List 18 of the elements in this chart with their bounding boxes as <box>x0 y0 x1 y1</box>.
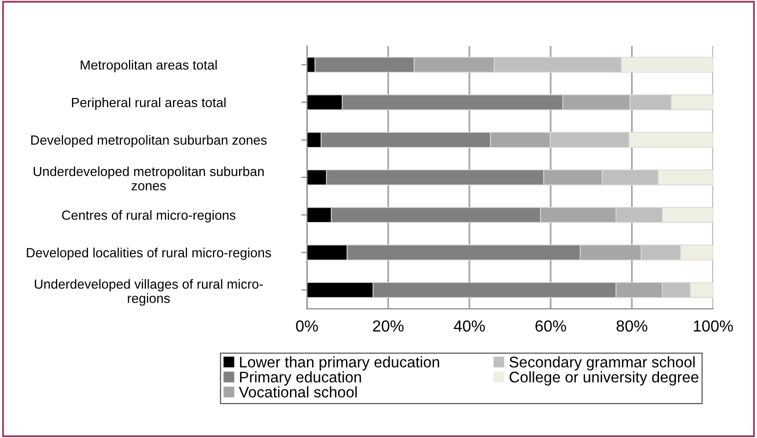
legend-label: Vocational school <box>238 386 357 398</box>
y-tick-label: Underdeveloped villages of rural micro- regions <box>34 279 263 306</box>
legend-label: Lower than primary education <box>240 356 440 371</box>
legend-label: Primary education <box>240 371 361 386</box>
y-tick-label: Developed metropolitan suburban zones <box>31 135 267 148</box>
y-tick-label: Centres of rural micro-regions <box>62 210 236 222</box>
y-tick-label: Metropolitan areas total <box>80 60 217 72</box>
y-tick-label: Underdeveloped metropolitan suburban zones <box>34 166 264 190</box>
legend-label: Secondary grammar school <box>510 356 695 371</box>
x-tick-label: 20% <box>373 320 404 332</box>
x-tick-label: 60% <box>535 320 566 332</box>
x-tick-label: 40% <box>454 320 485 332</box>
x-tick-label: 80% <box>616 320 648 332</box>
legend-label: College or university degree <box>510 371 698 386</box>
y-tick-label: Developed localities of rural micro-regions <box>26 248 271 260</box>
x-tick-label: 0% <box>296 320 318 332</box>
y-tick-label: Peripheral rural areas total <box>72 98 226 110</box>
x-tick-label: 100% <box>694 320 733 332</box>
